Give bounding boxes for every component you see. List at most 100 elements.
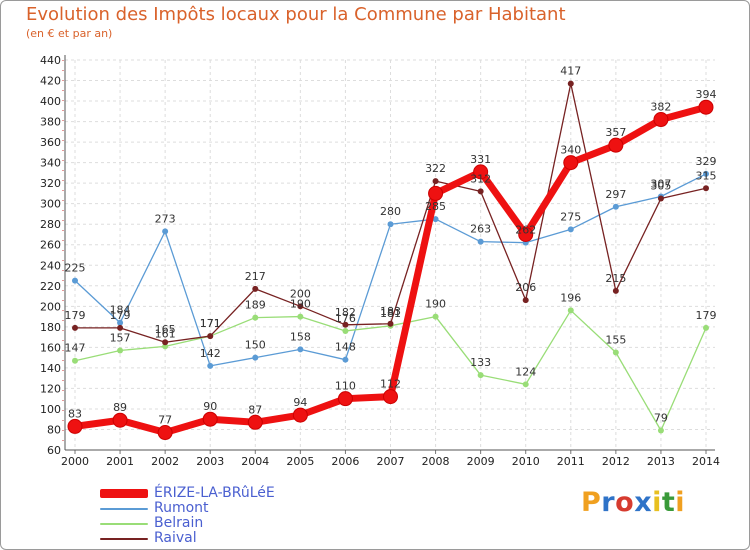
data-point [117, 347, 124, 354]
data-point [567, 226, 574, 233]
data-label: 133 [470, 356, 491, 369]
data-label: 179 [696, 309, 717, 322]
data-point [383, 389, 398, 405]
data-label: 305 [650, 180, 671, 193]
data-label: 142 [200, 347, 221, 360]
data-point [112, 412, 128, 428]
data-label: 307 [650, 178, 671, 191]
y-tick-label: 340 [40, 157, 61, 170]
y-tick-label: 200 [40, 300, 61, 313]
legend-item-rumont: Rumont [100, 501, 330, 516]
data-point [703, 185, 709, 192]
data-point [202, 411, 218, 427]
data-label: 87 [248, 403, 262, 416]
data-label: 179 [110, 309, 131, 322]
x-tick-label: 2005 [286, 455, 314, 468]
data-point [563, 155, 579, 171]
data-point [117, 319, 124, 326]
y-tick-label: 320 [40, 177, 61, 190]
data-point [477, 188, 484, 195]
data-label: 329 [696, 155, 717, 168]
data-label: 196 [560, 291, 581, 304]
data-label: 275 [560, 210, 581, 223]
data-label: 179 [65, 309, 86, 322]
data-point [653, 112, 669, 128]
data-label: 181 [380, 307, 401, 320]
data-label: 171 [200, 317, 221, 330]
y-tick-label: 260 [40, 239, 61, 252]
y-tick-label: 160 [40, 341, 61, 354]
data-label: 83 [68, 407, 82, 420]
y-tick-label: 140 [40, 362, 61, 375]
data-label: 155 [605, 334, 626, 347]
data-label: 312 [470, 172, 491, 185]
y-tick-label: 400 [40, 95, 61, 108]
data-label: 171 [200, 317, 221, 330]
data-label: 183 [380, 305, 401, 318]
chart-subtitle: (en € et par an) [26, 27, 113, 40]
data-label: 184 [110, 304, 131, 317]
data-point [518, 226, 534, 242]
x-tick-label: 2013 [647, 455, 675, 468]
data-point [337, 391, 353, 407]
data-label: 331 [470, 153, 491, 166]
legend-label-belrain: Belrain [154, 515, 204, 531]
data-point [432, 178, 439, 185]
x-tick-label: 2002 [151, 455, 179, 468]
data-label: 150 [245, 339, 266, 352]
data-label: 315 [696, 169, 717, 182]
data-label: 112 [380, 378, 401, 391]
data-point [252, 285, 259, 292]
data-label: 357 [605, 126, 626, 139]
logo-letter: t [661, 487, 676, 518]
data-label: 147 [65, 342, 86, 355]
data-point [387, 221, 394, 228]
legend-swatch-erize [100, 489, 148, 498]
legend-item-raival: Raival [100, 531, 330, 546]
data-label: 161 [155, 327, 176, 340]
data-label: 394 [696, 88, 717, 101]
legend-label-erize: ÉRIZE-LA-BRûLéE [154, 485, 275, 501]
legend-swatch-raival [100, 538, 148, 540]
data-point [117, 324, 124, 331]
x-tick-label: 2001 [106, 455, 134, 468]
data-point [522, 297, 529, 304]
data-label: 273 [155, 212, 176, 225]
legend: ÉRIZE-LA-BRûLéE Rumont Belrain Raival [100, 486, 330, 546]
data-label: 157 [110, 331, 131, 344]
legend-swatch-rumont [100, 508, 148, 510]
data-label: 263 [470, 223, 491, 236]
data-point [522, 381, 529, 388]
data-point [432, 216, 439, 223]
data-point [703, 324, 709, 331]
data-label: 190 [290, 298, 311, 311]
data-point [67, 418, 83, 434]
data-point [292, 407, 308, 423]
y-tick-label: 420 [40, 75, 61, 88]
y-tick-label: 220 [40, 280, 61, 293]
data-label: 110 [335, 380, 356, 393]
data-label: 200 [290, 287, 311, 300]
data-label: 206 [515, 281, 536, 294]
data-point [612, 203, 619, 210]
proxiti-logo: Proxiti [581, 487, 685, 518]
legend-label-rumont: Rumont [154, 500, 209, 516]
logo-letter: x [634, 487, 653, 518]
y-tick-label: 60 [47, 444, 61, 457]
x-tick-label: 2011 [557, 455, 585, 468]
y-tick-label: 120 [40, 382, 61, 395]
data-point [252, 314, 259, 321]
data-point [297, 346, 304, 353]
data-point [247, 414, 263, 430]
data-label: 225 [65, 262, 86, 275]
data-label: 297 [605, 188, 626, 201]
x-tick-label: 2012 [602, 455, 630, 468]
data-point [207, 362, 214, 369]
data-label: 280 [380, 205, 401, 218]
data-point [342, 321, 349, 328]
data-label: 217 [245, 270, 266, 283]
data-point [157, 425, 173, 441]
data-point [612, 287, 619, 294]
data-point [342, 327, 349, 334]
